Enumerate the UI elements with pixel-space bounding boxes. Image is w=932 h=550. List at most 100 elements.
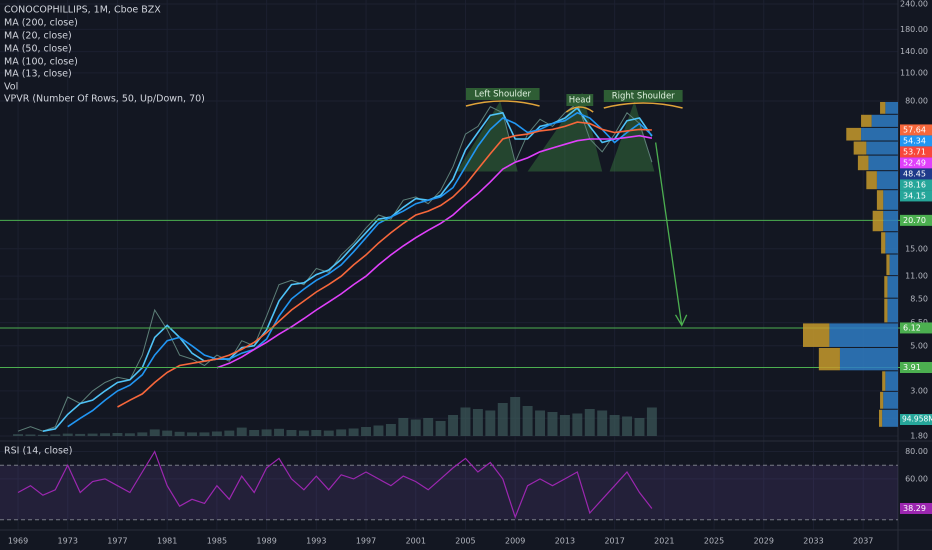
annotation-bg bbox=[566, 94, 594, 106]
x-tick-label: 2001 bbox=[406, 537, 426, 546]
price-label: 3.91 bbox=[903, 363, 921, 372]
y-tick-label: 80.00 bbox=[905, 96, 928, 105]
price-label-bg bbox=[900, 179, 932, 191]
vpvr-up bbox=[887, 298, 898, 323]
vpvr-up bbox=[868, 155, 898, 171]
ma-line bbox=[67, 111, 653, 428]
rsi-tick-label: 60.00 bbox=[905, 474, 928, 483]
volume-bar bbox=[25, 434, 36, 436]
vpvr-down bbox=[882, 371, 886, 391]
x-tick-label: 1981 bbox=[157, 537, 177, 546]
price-label: 52.49 bbox=[903, 158, 926, 167]
vpvr-down bbox=[884, 276, 888, 298]
volume-bar bbox=[13, 434, 23, 436]
y-tick-label: 8.50 bbox=[910, 294, 928, 303]
volume-bar bbox=[199, 432, 210, 436]
volume-bar bbox=[460, 407, 471, 436]
price-label: 53.71 bbox=[903, 147, 926, 156]
vpvr-down bbox=[857, 155, 869, 171]
rsi-line bbox=[17, 450, 653, 519]
volume-bar bbox=[410, 419, 421, 436]
volume-bar bbox=[124, 433, 135, 436]
x-tick-label: 1993 bbox=[306, 537, 326, 546]
volume-bar bbox=[323, 430, 334, 436]
price-label: 54.34 bbox=[903, 136, 926, 145]
indicator: MA (200, close) bbox=[4, 18, 78, 29]
vpvr-up bbox=[861, 127, 898, 141]
volume-bar bbox=[162, 430, 173, 436]
rsi-band bbox=[0, 465, 898, 520]
price-label-bg bbox=[900, 124, 932, 136]
price-label: 57.64 bbox=[903, 125, 926, 134]
volume-bar bbox=[485, 410, 496, 436]
annotation-arc bbox=[465, 100, 540, 107]
vpvr-down bbox=[803, 323, 830, 347]
price-label-bg bbox=[900, 322, 932, 334]
vpvr-up bbox=[882, 409, 898, 427]
x-tick-label: 2037 bbox=[853, 537, 873, 546]
annotation-bg bbox=[465, 88, 540, 100]
indicator: MA (50, close) bbox=[4, 44, 72, 55]
vpvr-up bbox=[883, 391, 898, 409]
y-tick-label: 1.80 bbox=[910, 432, 928, 441]
vpvr-down bbox=[818, 347, 840, 371]
volume-bar bbox=[522, 406, 533, 436]
volume-bar bbox=[261, 429, 272, 436]
vpvr-down bbox=[880, 101, 886, 114]
x-tick-label: 1969 bbox=[8, 537, 28, 546]
x-tick-label: 2005 bbox=[455, 537, 475, 546]
pattern-shade bbox=[527, 92, 603, 172]
vpvr-down bbox=[876, 190, 884, 210]
volume-bar bbox=[100, 433, 110, 436]
rsi-tick-label: 80.00 bbox=[905, 447, 928, 456]
chart-title: CONOCOPHILLIPS, 1M, Cboe BZX bbox=[4, 5, 161, 16]
vpvr-down bbox=[884, 298, 888, 323]
vpvr-up bbox=[887, 276, 898, 298]
vpvr-down bbox=[846, 127, 862, 141]
rsi-label-bg bbox=[900, 502, 932, 514]
volume-bar bbox=[336, 429, 347, 436]
vpvr-down bbox=[872, 210, 884, 232]
volume-bar bbox=[435, 421, 446, 436]
vpvr-down bbox=[886, 254, 890, 276]
volume-bar bbox=[510, 397, 521, 436]
price-label-bg bbox=[900, 168, 932, 180]
indicator: VPVR (Number Of Rows, 50, Up/Down, 70) bbox=[4, 94, 205, 105]
volume-bar bbox=[62, 433, 73, 436]
x-tick-label: 2021 bbox=[654, 537, 674, 546]
volume-bar bbox=[37, 434, 48, 436]
volume-bar bbox=[311, 430, 322, 436]
volume-bar bbox=[211, 431, 222, 436]
volume-bar bbox=[298, 430, 309, 436]
y-tick-label: 15.00 bbox=[905, 244, 928, 253]
volume-bar bbox=[149, 429, 160, 436]
x-tick-label: 1973 bbox=[58, 537, 78, 546]
volume-label: 94.958M bbox=[902, 415, 932, 424]
indicator: MA (20, close) bbox=[4, 31, 72, 42]
volume-bar bbox=[373, 425, 384, 436]
volume-bar bbox=[472, 409, 483, 436]
vpvr-up bbox=[889, 254, 898, 276]
volume-bar bbox=[137, 432, 148, 436]
y-tick-label: 3.00 bbox=[910, 386, 928, 395]
annotation-arc bbox=[603, 102, 683, 109]
projection-arrow bbox=[654, 142, 688, 327]
volume-bar bbox=[597, 410, 608, 436]
annotation: Head bbox=[569, 96, 591, 106]
vpvr-up bbox=[839, 347, 898, 371]
x-tick-label: 2009 bbox=[505, 537, 525, 546]
volume-bar bbox=[634, 418, 645, 436]
volume-bar bbox=[75, 433, 86, 436]
volume-bar bbox=[224, 430, 235, 436]
volume-bar bbox=[572, 413, 583, 436]
vpvr-up bbox=[885, 232, 898, 254]
price-label-bg bbox=[900, 214, 932, 226]
rsi-title: RSI (14, close) bbox=[4, 446, 72, 457]
volume-bar bbox=[584, 409, 595, 436]
indicator: MA (100, close) bbox=[4, 57, 78, 68]
vpvr-up bbox=[883, 210, 898, 232]
volume-bar bbox=[174, 431, 185, 436]
vpvr-up bbox=[829, 323, 898, 347]
y-tick-label: 180.00 bbox=[900, 25, 928, 34]
x-tick-label: 2025 bbox=[704, 537, 724, 546]
